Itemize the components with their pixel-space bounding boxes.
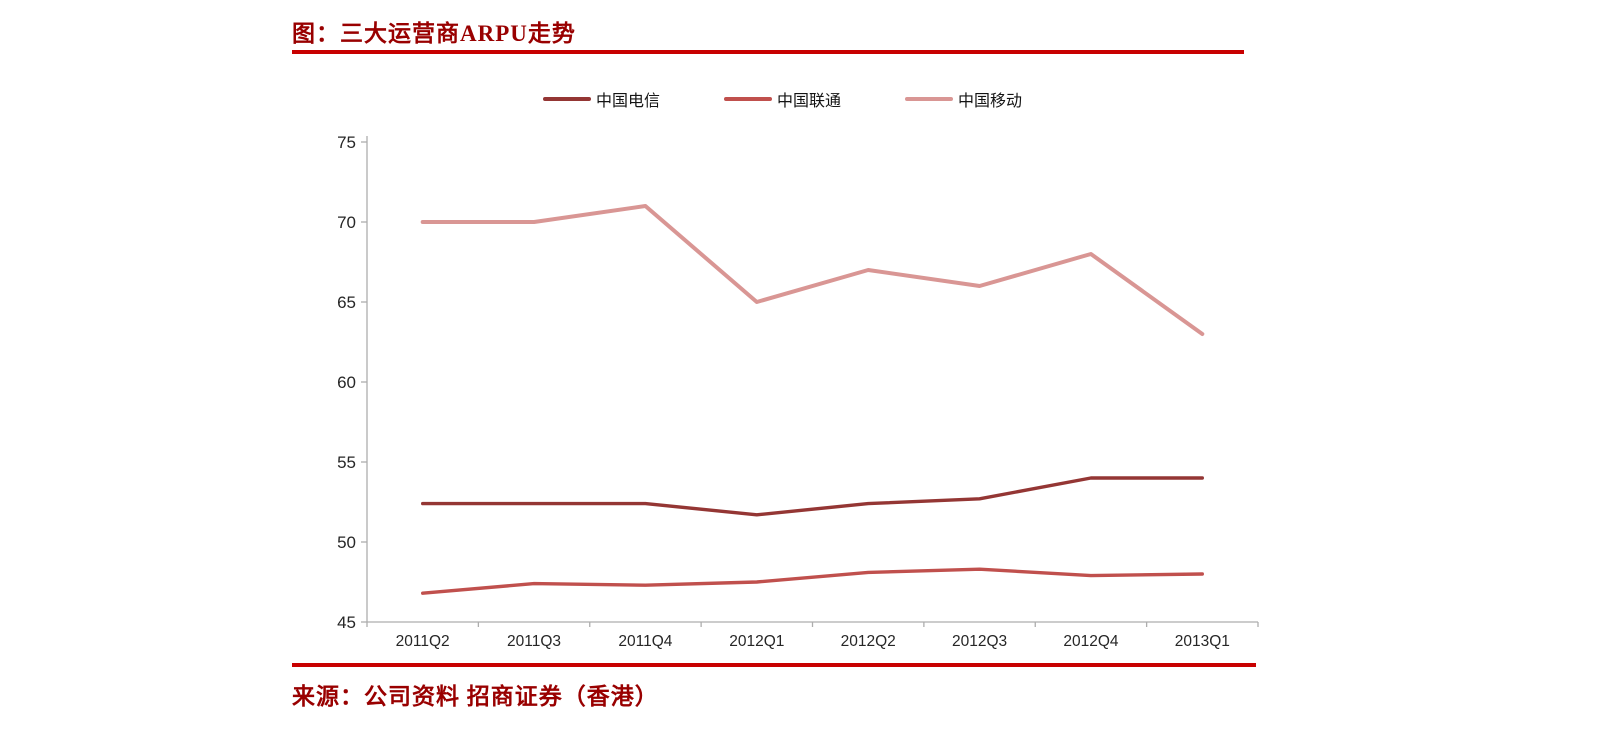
- source-attribution: 来源：公司资料 招商证券（香港）: [292, 684, 659, 709]
- legend-marker-china-mobile: [905, 97, 954, 101]
- x-tick-label: 2012Q1: [729, 633, 784, 650]
- series-line-2: [420, 204, 1205, 336]
- footer-divider-rule: [292, 663, 1256, 667]
- y-tick-label: 75: [337, 133, 356, 152]
- legend-label-china-telecom: 中国电信: [596, 93, 661, 110]
- legend-marker-china-unicom: [724, 97, 773, 101]
- arpu-line-chart: 45 50 55 60 65 70 75 2011Q2 2011Q3 2011Q4 2012Q1 20…: [337, 133, 1259, 650]
- x-tick-label: 2011Q3: [507, 633, 561, 650]
- y-tick-label: 50: [337, 533, 356, 552]
- y-tick-label: 65: [337, 293, 356, 312]
- series-line-1: [420, 567, 1204, 595]
- legend-item-china-unicom: 中国联通: [724, 87, 841, 111]
- y-tick-label: 45: [337, 613, 356, 632]
- x-tick-label: 2012Q4: [1063, 633, 1119, 650]
- x-tick-label: 2011Q4: [618, 633, 672, 650]
- title-divider-rule: [292, 50, 1244, 54]
- x-tick-label: 2011Q2: [396, 633, 450, 650]
- legend-label-china-unicom: 中国联通: [777, 93, 842, 110]
- x-tick-label: 2012Q3: [952, 633, 1007, 650]
- y-tick-label: 70: [337, 213, 356, 232]
- x-tick-label: 2013Q1: [1175, 633, 1230, 650]
- legend-label-china-mobile: 中国移动: [958, 93, 1023, 110]
- legend-item-china-mobile: 中国移动: [905, 87, 1022, 111]
- legend-item-china-telecom: 中国电信: [543, 87, 660, 111]
- legend-marker-china-telecom: [543, 97, 591, 101]
- series-line-0: [420, 476, 1204, 517]
- y-tick-label: 55: [337, 453, 356, 472]
- chart-legend: 中国电信 中国联通 中国移动: [543, 87, 1022, 111]
- x-tick-label: 2012Q2: [841, 633, 896, 650]
- chart-title: 图：三大运营商ARPU走势: [292, 21, 576, 46]
- y-tick-label: 60: [337, 373, 356, 392]
